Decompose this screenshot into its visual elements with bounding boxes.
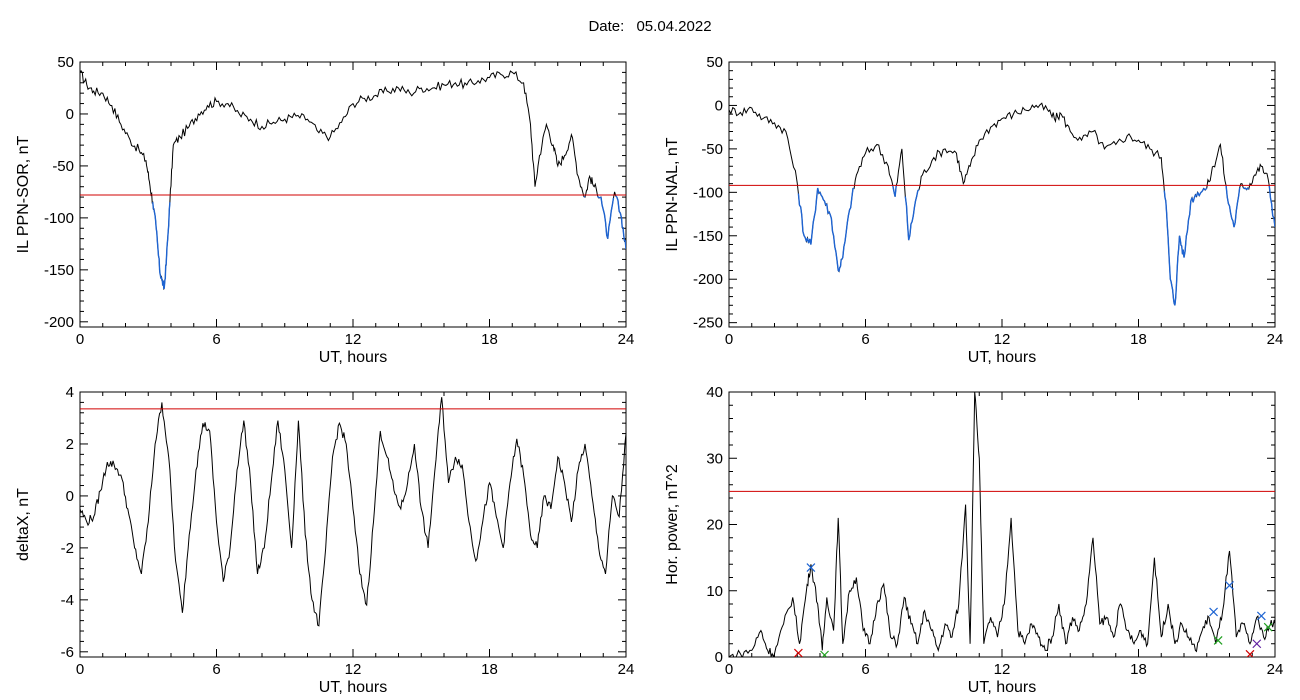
marker-stroke: [1213, 636, 1223, 645]
x-tick-label: 24: [1267, 331, 1284, 348]
x-tick-label: 0: [725, 661, 733, 678]
y-tick-label: 10: [706, 583, 723, 600]
chart-hor-power: 0 6 12 18 24 0 10 20 30 40 UT, hours Hor. power, nT…: [664, 384, 1283, 696]
y-tick-label: -6: [61, 644, 74, 661]
marker-stroke: [793, 648, 803, 657]
marker-stroke: [1256, 611, 1266, 621]
x-tick-label: 18: [481, 661, 498, 678]
marker-stroke: [806, 563, 816, 572]
x-tick-label: 18: [1130, 331, 1147, 348]
marker-stroke: [821, 650, 829, 657]
y-tick-label: 2: [66, 436, 74, 453]
y-tick-label: 50: [57, 54, 74, 71]
event-marker: [820, 650, 829, 657]
x-tick-label: 6: [861, 331, 869, 348]
x-tick-label: 18: [481, 331, 498, 348]
y-tick-label: 30: [706, 450, 723, 467]
plot-area: [729, 102, 1275, 306]
series-line: [80, 397, 626, 627]
y-tick-label: -100: [693, 184, 723, 201]
y-tick-label: -50: [701, 141, 723, 158]
y-tick-label: 20: [706, 517, 723, 534]
plot-area: [80, 397, 626, 627]
y-tick-label: -150: [44, 262, 74, 279]
event-marker: [1263, 622, 1273, 632]
y-tick-label: -200: [44, 314, 74, 331]
x-tick-label: 6: [212, 331, 220, 348]
date-value: 05.04.2022: [636, 18, 712, 35]
marker-stroke: [1225, 581, 1234, 590]
y-axis-title: IL PPN-SOR, nT: [15, 135, 32, 253]
event-marker: [1225, 581, 1234, 590]
y-tick-label: 0: [715, 97, 723, 114]
x-tick-label: 24: [618, 331, 635, 348]
date-label: Date:: [588, 18, 625, 35]
marker-stroke: [1209, 607, 1218, 617]
y-tick-label: 0: [66, 106, 74, 123]
x-tick-label: 6: [861, 661, 869, 678]
y-tick-label: -4: [61, 592, 74, 609]
y-tick-label: 40: [706, 384, 723, 401]
event-marker: [1256, 611, 1266, 621]
y-tick-label: 50: [706, 54, 723, 71]
y-tick-label: 0: [66, 488, 74, 505]
x-tick-label: 12: [994, 331, 1011, 348]
chart-il-nal: 0 6 12 18 24 -250 -200 -150 -100 -50 0 50 UT, hours I…: [664, 54, 1283, 366]
event-marker: [806, 563, 816, 572]
event-marker: [1245, 649, 1255, 657]
x-tick-label: 24: [1267, 661, 1284, 678]
x-tick-label: 0: [76, 331, 84, 348]
event-marker: [1209, 607, 1218, 617]
plot-area: [729, 392, 1275, 657]
y-axis-title: deltaX, nT: [15, 488, 32, 561]
plot-frame: [79, 61, 627, 328]
event-marker: [1213, 636, 1223, 645]
plot-frame: [728, 61, 1276, 328]
below-threshold-segments: [797, 185, 1275, 306]
y-tick-label: -50: [52, 158, 74, 175]
series-line: [729, 102, 1275, 306]
y-tick-label: -250: [693, 315, 723, 332]
event-marker: [1252, 639, 1262, 649]
x-tick-label: 0: [76, 661, 84, 678]
marker-stroke: [1263, 622, 1273, 632]
x-tick-label: 6: [212, 661, 220, 678]
marker-stroke: [1252, 639, 1262, 649]
event-marker: [793, 648, 803, 657]
y-tick-label: 4: [66, 384, 74, 401]
series-line: [80, 70, 626, 291]
x-tick-label: 24: [618, 661, 635, 678]
y-tick-label: -200: [693, 271, 723, 288]
x-axis-title: UT, hours: [319, 679, 387, 696]
y-tick-label: -100: [44, 210, 74, 227]
y-tick-label: -2: [61, 540, 74, 557]
plot-frame: [79, 391, 627, 658]
page-title: Date: 05.04.2022: [0, 18, 1300, 35]
x-tick-label: 12: [345, 331, 362, 348]
x-axis-title: UT, hours: [968, 349, 1036, 366]
x-axis-title: UT, hours: [968, 679, 1036, 696]
x-tick-label: 18: [1130, 661, 1147, 678]
plot-area: [80, 70, 626, 291]
y-tick-label: 0: [715, 649, 723, 666]
series-line: [729, 392, 1275, 657]
marker-stroke: [1246, 649, 1255, 657]
x-tick-label: 0: [725, 331, 733, 348]
y-tick-label: -150: [693, 228, 723, 245]
y-axis-title: IL PPN-NAL, nT: [664, 137, 681, 251]
x-axis-title: UT, hours: [319, 349, 387, 366]
y-axis-title: Hor. power, nT^2: [664, 464, 681, 585]
below-threshold-segments: [151, 195, 626, 290]
x-tick-label: 12: [994, 661, 1011, 678]
x-tick-label: 12: [345, 661, 362, 678]
chart-il-sor: 0 6 12 18 24 -200 -150 -100 -50 0 50 UT, hours IL PP…: [15, 54, 634, 366]
